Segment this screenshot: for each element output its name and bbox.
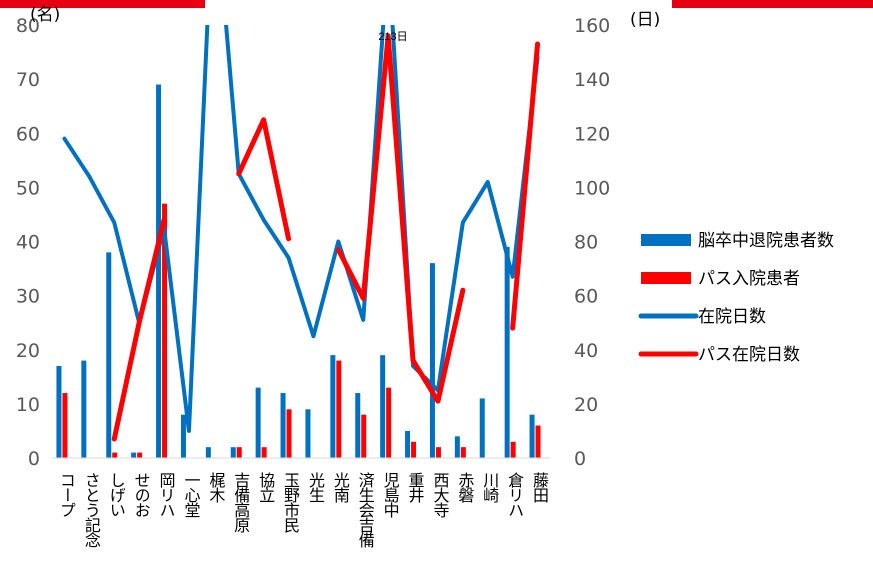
line-path-stay-days [236,117,292,242]
right-axis-unit: (日) [630,10,660,30]
category-label: 吉備高原 [231,472,250,533]
left-axis-unit: (名) [30,5,60,25]
category-label: 重井 [406,472,425,503]
bar-stroke-discharges [405,430,411,458]
category-label: コープ [57,472,76,517]
bar-stroke-discharges [429,263,435,458]
bar-path-admissions [162,203,168,458]
bar-path-admissions [535,425,541,458]
bar-path-admissions [112,452,118,458]
left-tick-label: 60 [16,123,40,145]
bar-stroke-discharges [504,246,510,458]
legend-label: パス入院患者 [698,269,800,289]
bar-path-admissions [62,393,68,458]
bar-path-admissions [261,447,267,458]
category-label: しげい [107,472,126,517]
legend-label: パス在院日数 [698,345,800,365]
right-tick-label: 0 [574,448,586,470]
bar-stroke-discharges [255,387,261,458]
bar-path-admissions [336,360,342,458]
line-path-stay-days [335,33,466,404]
category-label: 光南 [331,472,350,503]
legend-label: 脳卒中退院患者数 [698,231,834,251]
right-tick-label: 120 [574,123,610,145]
bar-stroke-discharges [454,436,460,458]
category-label: 児島中 [381,472,400,518]
category-label: 一心堂 [181,472,200,518]
bar-path-admissions [361,414,367,458]
category-label: 岡リハ [157,472,176,517]
bar-stroke-discharges [106,252,112,458]
category-label: 協立 [256,472,275,502]
category-label: さとう記念 [82,472,101,548]
left-tick-label: 20 [16,340,40,362]
header-bar-left [0,0,205,8]
axes-layer: 0 10 20 30 40 50 60 70 80 0 20 40 60 80 100 120 140 160 (名… [16,5,660,548]
peak-annotation: 213日 [378,31,407,43]
category-label: 玉野市民 [281,472,300,534]
left-tick-label: 80 [16,15,40,37]
lines-layer [62,25,541,442]
bar-stroke-discharges [380,355,386,458]
left-tick-label: 30 [16,286,40,308]
category-label: 藤田 [530,472,549,503]
right-tick-label: 100 [574,177,610,199]
bar-path-admissions [386,387,392,458]
bar-stroke-discharges [305,409,311,458]
left-tick-label: 0 [28,448,40,470]
category-label: 川崎 [480,472,499,503]
bar-path-admissions [510,441,516,458]
bar-path-admissions [460,447,466,458]
category-label: 梶木 [206,472,225,503]
right-tick-label: 20 [574,394,598,416]
bar-stroke-discharges [180,414,186,458]
bar-path-admissions [236,447,242,458]
category-label: 倉リハ [505,472,524,517]
bar-stroke-discharges [529,414,535,458]
bar-stroke-discharges [131,452,137,458]
bar-path-admissions [411,441,417,458]
category-label: 済生会吉備 [356,472,375,548]
line-path-stay-days [111,217,167,442]
line-stay-days [62,25,540,433]
bar-stroke-discharges [355,393,361,458]
right-tick-label: 40 [574,340,598,362]
bar-stroke-discharges [330,355,336,458]
right-tick-label: 60 [574,286,598,308]
right-tick-label: 80 [574,232,598,254]
bar-stroke-discharges [56,365,62,458]
category-label: 光生 [306,472,325,503]
bar-path-admissions [137,452,143,458]
left-tick-label: 70 [16,69,40,91]
bar-path-admissions [435,447,441,458]
line-path-stay-days [510,41,541,331]
legend-swatch-bar [641,272,691,284]
bar-stroke-discharges [230,447,236,458]
left-tick-label: 10 [16,394,40,416]
header-bar-right [672,0,873,8]
right-tick-label: 160 [574,15,610,37]
bars-layer [56,84,541,458]
bar-stroke-discharges [156,84,162,458]
category-label: 西大寺 [430,472,449,518]
legend-label: 在院日数 [698,307,766,327]
category-label: 赤磐 [455,472,474,503]
bar-stroke-discharges [81,360,87,458]
bar-stroke-discharges [479,398,485,458]
category-label: せのお [132,472,151,517]
left-tick-label: 50 [16,177,40,199]
bar-stroke-discharges [205,447,211,458]
left-tick-label: 40 [16,232,40,254]
bar-path-admissions [286,409,292,458]
bar-stroke-discharges [280,393,286,458]
legend-swatch-bar [641,234,691,246]
right-tick-label: 140 [574,69,610,91]
